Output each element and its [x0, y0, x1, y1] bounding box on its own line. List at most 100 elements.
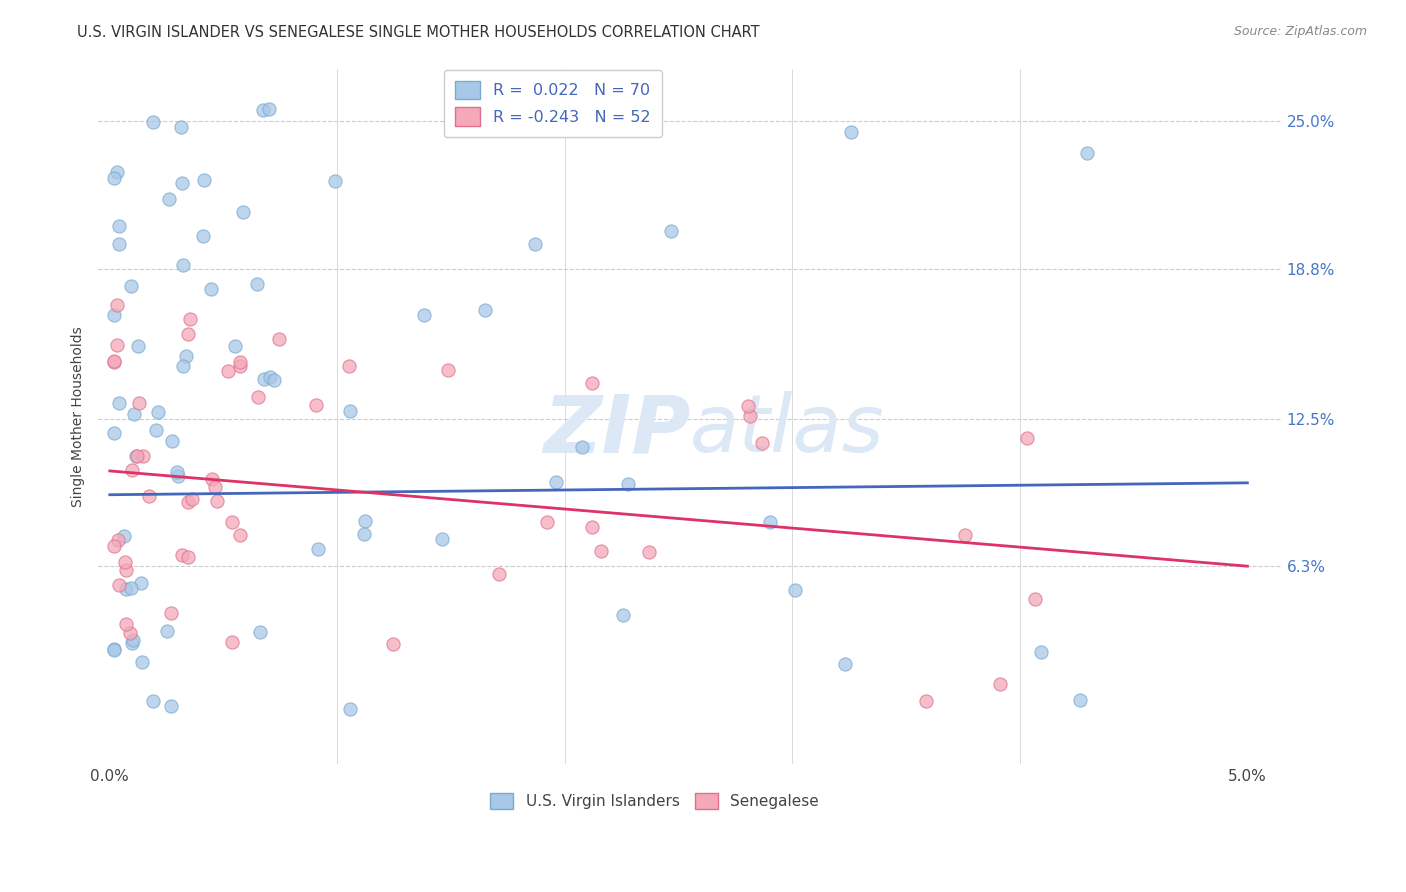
Point	[740, 409, 762, 423]
Point	[172, 176, 194, 190]
Point	[121, 636, 143, 650]
Point	[581, 376, 603, 390]
Point	[172, 359, 194, 374]
Point	[465, 102, 488, 116]
Point	[269, 332, 291, 346]
Point	[131, 656, 153, 670]
Point	[103, 642, 125, 657]
Point	[246, 390, 269, 404]
Point	[205, 493, 228, 508]
Point	[737, 399, 759, 413]
Point	[229, 359, 252, 373]
Point	[571, 440, 593, 454]
Point	[612, 608, 634, 623]
Point	[915, 694, 938, 708]
Point	[138, 490, 160, 504]
Point	[170, 120, 193, 134]
Point	[323, 174, 346, 188]
Point	[166, 469, 188, 483]
Point	[252, 103, 274, 118]
Point	[217, 364, 239, 378]
Point	[201, 472, 224, 486]
Point	[193, 173, 215, 187]
Point	[204, 480, 226, 494]
Point	[257, 102, 280, 116]
Point	[156, 624, 179, 638]
Point	[474, 302, 496, 317]
Point	[841, 125, 863, 139]
Point	[249, 624, 271, 639]
Point	[177, 495, 200, 509]
Point	[103, 308, 125, 322]
Point	[305, 398, 328, 412]
Point	[142, 693, 165, 707]
Point	[105, 338, 128, 352]
Text: atlas: atlas	[690, 391, 884, 469]
Point	[382, 637, 405, 651]
Point	[172, 258, 194, 272]
Point	[103, 353, 125, 368]
Y-axis label: Single Mother Households: Single Mother Households	[72, 326, 86, 507]
Point	[146, 405, 169, 419]
Point	[589, 543, 612, 558]
Point	[177, 549, 200, 564]
Point	[546, 475, 568, 490]
Point	[174, 350, 197, 364]
Point	[430, 532, 453, 546]
Point	[105, 298, 128, 312]
Point	[120, 278, 142, 293]
Point	[108, 395, 131, 409]
Point	[224, 339, 246, 353]
Point	[617, 477, 640, 491]
Point	[1069, 693, 1091, 707]
Point	[200, 282, 222, 296]
Point	[988, 677, 1011, 691]
Point	[221, 635, 243, 649]
Point	[353, 514, 375, 528]
Point	[122, 408, 145, 422]
Point	[108, 577, 131, 591]
Legend: U.S. Virgin Islanders, Senegalese: U.S. Virgin Islanders, Senegalese	[484, 787, 825, 815]
Point	[758, 515, 780, 529]
Point	[339, 701, 361, 715]
Point	[142, 115, 165, 129]
Point	[523, 236, 546, 251]
Point	[127, 449, 149, 463]
Point	[337, 359, 360, 373]
Point	[105, 164, 128, 178]
Point	[132, 449, 155, 463]
Point	[253, 372, 276, 386]
Point	[659, 225, 682, 239]
Point	[107, 533, 129, 548]
Point	[108, 219, 131, 234]
Point	[103, 425, 125, 440]
Text: Source: ZipAtlas.com: Source: ZipAtlas.com	[1233, 25, 1367, 38]
Point	[353, 527, 375, 541]
Point	[785, 583, 807, 598]
Point	[955, 528, 977, 542]
Point	[170, 548, 193, 562]
Text: U.S. VIRGIN ISLANDER VS SENEGALESE SINGLE MOTHER HOUSEHOLDS CORRELATION CHART: U.S. VIRGIN ISLANDER VS SENEGALESE SINGL…	[77, 25, 761, 40]
Point	[412, 309, 434, 323]
Point	[751, 436, 773, 450]
Point	[1029, 645, 1052, 659]
Point	[118, 626, 141, 640]
Point	[115, 563, 138, 577]
Point	[437, 362, 460, 376]
Point	[121, 632, 143, 647]
Point	[176, 326, 198, 341]
Point	[834, 657, 856, 672]
Point	[488, 566, 510, 581]
Text: ZIP: ZIP	[543, 391, 690, 469]
Point	[121, 462, 143, 476]
Point	[259, 369, 281, 384]
Point	[179, 312, 201, 326]
Point	[125, 449, 148, 463]
Point	[103, 355, 125, 369]
Point	[115, 582, 138, 596]
Point	[128, 396, 150, 410]
Point	[160, 606, 183, 620]
Point	[339, 404, 361, 418]
Point	[221, 515, 243, 529]
Point	[103, 171, 125, 186]
